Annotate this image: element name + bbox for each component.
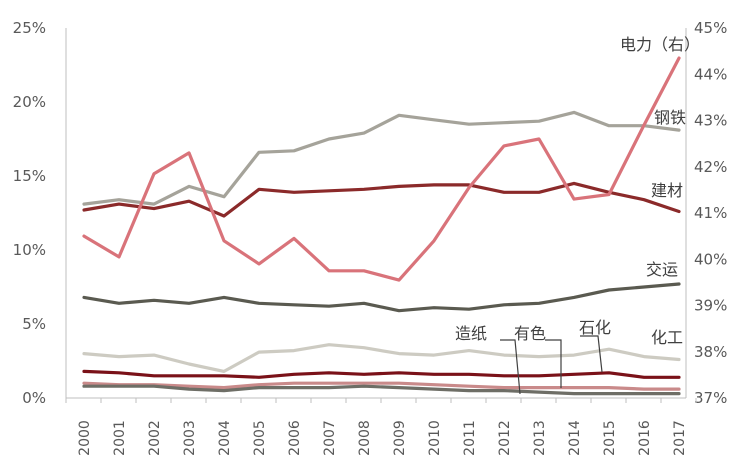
x-axis-ticks: 2000 2001 2002 2003 2004 2005 2006 2007 2008 2009… [65,398,697,456]
callout-leader [545,339,562,388]
callout-leader [580,335,603,373]
series-line [82,56,681,282]
left-tick-label: 10% [13,241,46,259]
left-tick-label: 20% [13,93,46,111]
x-tick-label: 2015 [602,420,618,456]
series-label: 化工 [651,328,683,347]
right-tick-label: 37% [694,389,727,407]
x-tick-label: 2008 [357,420,373,456]
right-tick-label: 43% [694,112,727,130]
x-tick-label: 2005 [252,420,268,456]
right-axis-ticks: 37% 38% 39% 40% 41% 42% 43% 44% 45% [694,19,727,407]
x-tick-label: 2004 [217,420,233,456]
right-tick-label: 42% [694,158,727,176]
series-line [82,282,681,313]
left-tick-label: 0% [22,389,46,407]
series-line [82,110,681,206]
series-label: 钢铁 [654,108,686,127]
series-line [82,384,681,396]
series-label: 造纸 [455,324,487,343]
series-line [82,369,681,379]
x-tick-label: 2010 [427,420,443,456]
series-line [82,381,681,391]
series-label: 交运 [646,260,678,279]
right-tick-label: 44% [694,65,727,83]
series-line [82,181,681,218]
x-tick-label: 2000 [77,420,93,456]
right-tick-label: 38% [694,343,727,361]
x-tick-label: 2009 [392,420,408,456]
label-callouts [500,335,603,395]
x-tick-label: 2013 [532,420,548,456]
x-tick-label: 2014 [567,420,583,456]
left-tick-label: 25% [13,19,46,37]
x-tick-label: 2017 [672,420,688,456]
x-tick-label: 2002 [147,420,163,456]
callout-leader [500,339,521,395]
left-tick-label: 5% [22,315,46,333]
right-tick-label: 40% [694,250,727,268]
series-label: 建材 [651,181,683,200]
series-line [82,343,681,373]
axes [65,28,687,399]
x-tick-label: 2001 [112,420,128,456]
x-tick-label: 2006 [287,420,303,456]
series-label: 石化 [579,318,611,337]
series-lines [82,56,681,396]
right-tick-label: 41% [694,204,727,222]
right-tick-label: 39% [694,297,727,315]
x-tick-label: 2012 [497,420,513,456]
x-tick-label: 2007 [322,420,338,456]
right-tick-label: 45% [694,19,727,37]
x-tick-label: 2003 [182,420,198,456]
left-tick-label: 15% [13,167,46,185]
series-label: 电力（右） [620,35,700,54]
left-axis-ticks: 0% 5% 10% 15% 20% 25% [13,19,46,407]
series-label: 有色 [514,324,546,343]
x-tick-label: 2016 [637,420,653,456]
x-tick-label: 2011 [462,420,478,456]
